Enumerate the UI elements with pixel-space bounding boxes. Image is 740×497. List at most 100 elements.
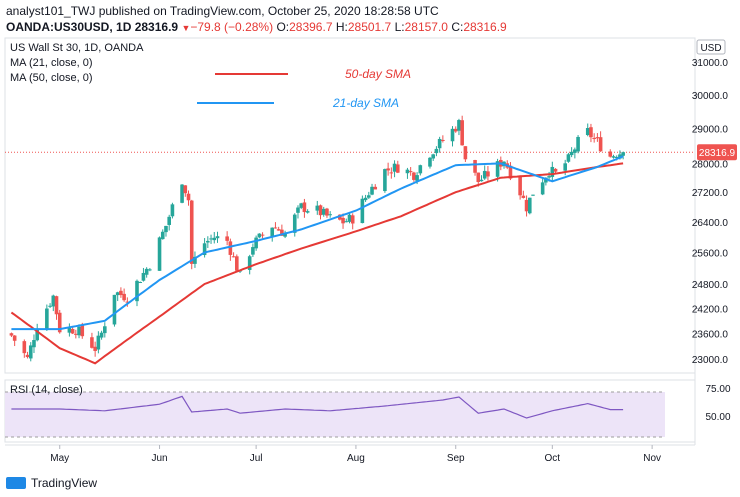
candle-body bbox=[251, 247, 255, 255]
candle-body bbox=[595, 137, 600, 139]
candle-body bbox=[428, 157, 432, 167]
price-change: −79.8 (−0.28%) bbox=[190, 20, 274, 34]
symbol-ohlc-line: OANDA:US30USD, 1D 28316.9 ▼−79.8 (−0.28%… bbox=[6, 19, 734, 36]
last-price-tag-label: 28316.9 bbox=[699, 148, 736, 159]
candle-body bbox=[305, 211, 310, 213]
candle-body bbox=[569, 151, 574, 156]
candle-body bbox=[215, 236, 220, 239]
candle-body bbox=[350, 215, 355, 224]
price-tick-label: 24200.0 bbox=[692, 304, 729, 315]
candle-body bbox=[302, 202, 307, 213]
price-tick-label: 30000.0 bbox=[692, 91, 729, 102]
rsi-band bbox=[5, 392, 665, 437]
candle-body bbox=[93, 346, 97, 351]
candle-body bbox=[495, 161, 500, 177]
candle-body bbox=[476, 172, 481, 182]
sma50-annotation: 50-day SMA bbox=[345, 67, 411, 81]
price-tick-label: 25600.0 bbox=[692, 248, 729, 259]
price-pane bbox=[4, 37, 696, 374]
candle-body bbox=[122, 293, 126, 301]
candle-body bbox=[276, 229, 281, 231]
candle-body bbox=[28, 345, 33, 359]
candle-body bbox=[347, 214, 352, 222]
candle-body bbox=[524, 199, 529, 212]
candle-body bbox=[479, 179, 484, 182]
candle-body bbox=[74, 333, 78, 335]
candle-body bbox=[341, 217, 345, 224]
candle-body bbox=[618, 154, 622, 159]
price-tick-label: 23000.0 bbox=[692, 355, 729, 366]
candle-body bbox=[453, 128, 458, 132]
candle-body bbox=[260, 234, 265, 236]
candle-body bbox=[273, 227, 278, 229]
candle-body bbox=[457, 120, 461, 131]
candle-body bbox=[90, 337, 94, 348]
candle-body bbox=[392, 163, 397, 172]
currency-label: USD bbox=[700, 43, 721, 54]
price-tick-label: 23600.0 bbox=[692, 329, 729, 340]
candle-body bbox=[434, 148, 439, 154]
candle-body bbox=[431, 154, 435, 159]
currency-tag[interactable] bbox=[696, 39, 726, 55]
candle-body bbox=[283, 232, 287, 237]
candle-body bbox=[193, 256, 197, 264]
high-value: 28501.7 bbox=[347, 20, 392, 34]
candle-body bbox=[160, 231, 165, 240]
candle-body bbox=[386, 168, 390, 171]
candles bbox=[9, 115, 625, 362]
candle-body bbox=[370, 186, 374, 195]
candle-body bbox=[621, 152, 625, 156]
last-price-tag: 28316.9 bbox=[697, 144, 737, 161]
candle-body bbox=[148, 269, 152, 271]
candle-body bbox=[611, 156, 616, 158]
candle-body bbox=[585, 128, 590, 136]
legend-title: US Wall St 30, 1D, OANDA bbox=[10, 42, 144, 54]
candle-body bbox=[22, 341, 27, 354]
candle-body bbox=[521, 195, 526, 198]
candle-body bbox=[164, 225, 168, 233]
candle-body bbox=[360, 198, 365, 224]
chart-header: analyst101_TWJ published on TradingView.… bbox=[6, 3, 734, 37]
legend-ma50: MA (50, close, 0) bbox=[10, 72, 93, 84]
candle-body bbox=[296, 207, 300, 213]
candle-body bbox=[280, 229, 284, 236]
month-label: Oct bbox=[545, 453, 561, 464]
candle-body bbox=[189, 200, 194, 264]
candle-body bbox=[254, 237, 258, 249]
candle-body bbox=[12, 335, 17, 341]
candle-body bbox=[563, 163, 567, 171]
legend-ma21: MA (21, close, 0) bbox=[10, 57, 93, 69]
candle-body bbox=[141, 272, 146, 281]
candle-body bbox=[550, 166, 555, 177]
candle-body bbox=[225, 236, 229, 241]
candle-body bbox=[183, 185, 188, 194]
candle-body bbox=[257, 233, 262, 238]
candle-body bbox=[228, 241, 233, 255]
candle-body bbox=[315, 205, 320, 211]
candle-body bbox=[473, 160, 477, 173]
candle-body bbox=[592, 138, 596, 140]
candle-body bbox=[325, 208, 329, 216]
candle-body bbox=[437, 138, 442, 149]
candle-body bbox=[138, 282, 143, 284]
candle-body bbox=[212, 237, 217, 241]
open-value: 28396.7 bbox=[289, 20, 333, 34]
candle-body bbox=[235, 256, 239, 271]
candle-body bbox=[395, 164, 400, 173]
candle-body bbox=[180, 184, 184, 203]
candle-body bbox=[270, 227, 275, 238]
candle-body bbox=[67, 327, 72, 333]
symbol-name: OANDA:US30USD, 1D bbox=[6, 20, 132, 34]
candle-body bbox=[482, 170, 487, 179]
rsi-tick-75: 75.00 bbox=[705, 384, 730, 395]
down-arrow-icon: ▼ bbox=[181, 23, 191, 33]
footer-brand: TradingView bbox=[31, 476, 98, 490]
last-price: 28316.9 bbox=[134, 20, 179, 34]
candle-body bbox=[99, 332, 104, 338]
candle-body bbox=[202, 243, 207, 256]
candle-body bbox=[547, 176, 551, 178]
candle-body bbox=[77, 326, 81, 336]
candle-body bbox=[566, 154, 571, 162]
candle-body bbox=[167, 216, 171, 225]
